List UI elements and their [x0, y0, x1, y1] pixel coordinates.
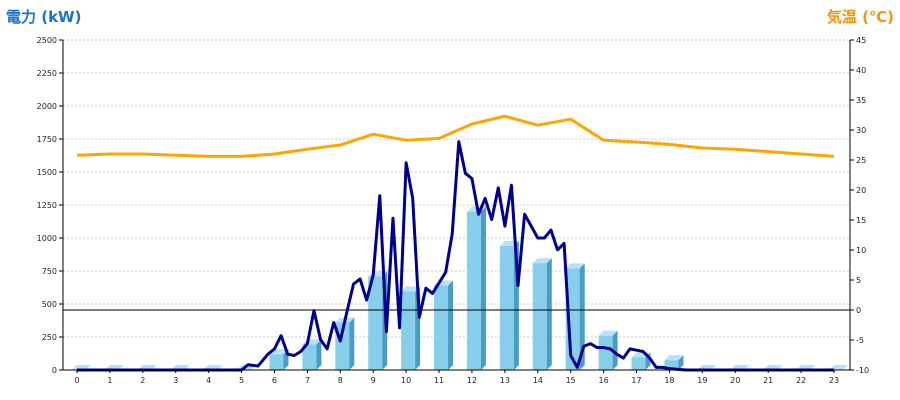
left-tick-label: 1250 — [37, 201, 57, 210]
bar-top — [532, 258, 552, 264]
bar-top — [565, 263, 585, 269]
hourly-bar — [598, 330, 618, 370]
hourly-bar — [269, 349, 289, 370]
left-tick-label: 1000 — [37, 234, 57, 243]
right-tick-label: 10 — [856, 246, 866, 255]
x-tick-label: 22 — [796, 376, 806, 385]
x-tick-label: 19 — [697, 376, 707, 385]
tick-labels: 02505007501000125015001750200022502500-1… — [37, 36, 869, 385]
right-axis-title: 気温 (℃) — [827, 8, 894, 26]
series-lines — [76, 114, 835, 372]
x-tick-label: 1 — [107, 376, 112, 385]
bar-side — [480, 206, 486, 370]
x-tick-label: 10 — [401, 376, 411, 385]
x-tick-label: 3 — [173, 376, 178, 385]
bar-side — [579, 263, 585, 370]
x-tick-label: 20 — [730, 376, 740, 385]
right-tick-label: -5 — [856, 336, 864, 345]
bar-side — [349, 317, 355, 370]
left-axis-title: 電力 (kW) — [6, 8, 81, 26]
hourly-bar — [466, 206, 486, 370]
bar-face — [532, 263, 547, 370]
right-tick-label: -10 — [856, 366, 869, 375]
hourly-bars — [72, 206, 848, 370]
right-tick-label: 25 — [856, 156, 866, 165]
x-tick-label: 5 — [239, 376, 244, 385]
bar-side — [316, 339, 322, 370]
right-tick-label: 45 — [856, 36, 866, 45]
x-tick-label: 21 — [763, 376, 773, 385]
bar-face — [368, 276, 383, 370]
bar-face — [664, 360, 679, 370]
left-tick-label: 250 — [42, 333, 57, 342]
bar-face — [401, 291, 416, 370]
bar-top — [401, 286, 421, 292]
temperature-line — [76, 114, 835, 158]
right-tick-label: 20 — [856, 186, 866, 195]
bar-face — [499, 245, 514, 370]
right-tick-label: 15 — [856, 216, 866, 225]
power-line — [77, 140, 834, 372]
x-tick-label: 23 — [829, 376, 839, 385]
right-tick-label: 40 — [856, 66, 866, 75]
left-tick-label: 2000 — [37, 102, 57, 111]
x-tick-label: 6 — [272, 376, 277, 385]
bar-face — [269, 354, 284, 370]
x-tick-label: 4 — [206, 376, 211, 385]
x-tick-label: 18 — [664, 376, 674, 385]
hourly-bar — [664, 355, 684, 370]
left-tick-label: 500 — [42, 300, 57, 309]
left-tick-label: 1750 — [37, 135, 57, 144]
bar-top — [664, 355, 684, 361]
bar-face — [434, 285, 449, 370]
x-tick-label: 7 — [305, 376, 310, 385]
hourly-bar — [532, 258, 552, 370]
x-tick-label: 16 — [599, 376, 609, 385]
axes — [59, 39, 854, 373]
bar-face — [598, 335, 613, 370]
hourly-bar — [434, 280, 454, 370]
x-tick-label: 9 — [371, 376, 376, 385]
x-tick-label: 0 — [74, 376, 79, 385]
left-tick-label: 2500 — [37, 36, 57, 45]
right-tick-label: 5 — [856, 276, 861, 285]
bar-side — [448, 280, 454, 370]
x-tick-label: 13 — [500, 376, 510, 385]
x-tick-label: 2 — [140, 376, 145, 385]
right-tick-label: 0 — [856, 306, 861, 315]
bar-face — [302, 344, 317, 370]
bar-top — [598, 330, 618, 336]
x-tick-label: 11 — [434, 376, 444, 385]
bar-side — [678, 355, 684, 370]
left-tick-label: 2250 — [37, 69, 57, 78]
right-tick-label: 35 — [856, 96, 866, 105]
left-tick-label: 750 — [42, 267, 57, 276]
x-tick-label: 12 — [467, 376, 477, 385]
left-tick-label: 1500 — [37, 168, 57, 177]
bar-face — [466, 211, 481, 370]
x-tick-label: 15 — [566, 376, 576, 385]
hourly-bar — [631, 352, 651, 370]
x-tick-label: 14 — [533, 376, 543, 385]
bar-face — [631, 357, 646, 370]
left-tick-label: 0 — [52, 366, 57, 375]
x-tick-label: 17 — [631, 376, 641, 385]
bar-side — [612, 330, 618, 370]
right-tick-label: 30 — [856, 126, 866, 135]
x-tick-label: 8 — [338, 376, 343, 385]
bar-side — [546, 258, 552, 370]
